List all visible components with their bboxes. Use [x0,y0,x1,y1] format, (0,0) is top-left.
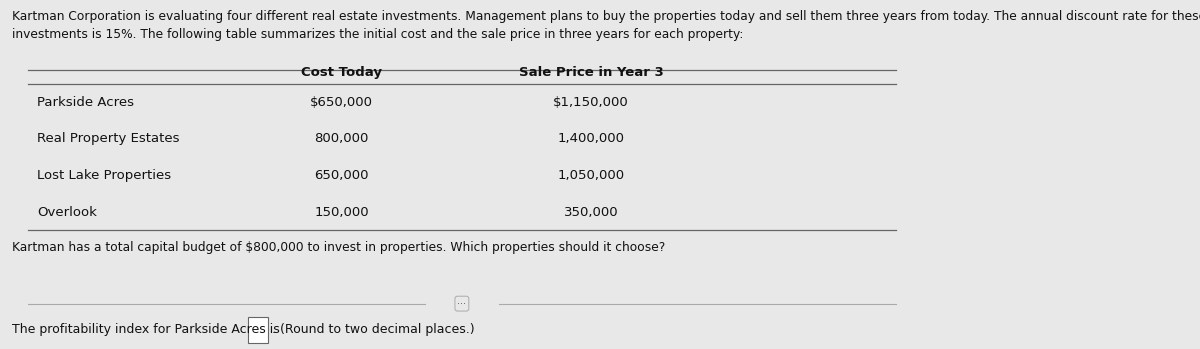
Text: 650,000: 650,000 [314,169,370,182]
Text: Kartman Corporation is evaluating four different real estate investments. Manage: Kartman Corporation is evaluating four d… [12,10,1200,41]
Text: The profitability index for Parkside Acres is: The profitability index for Parkside Acr… [12,323,280,336]
Text: 800,000: 800,000 [314,132,368,145]
Text: 350,000: 350,000 [564,206,618,218]
Text: $650,000: $650,000 [311,96,373,109]
Text: ···: ··· [457,299,467,309]
FancyBboxPatch shape [247,317,268,343]
Text: Lost Lake Properties: Lost Lake Properties [37,169,172,182]
Text: . (Round to two decimal places.): . (Round to two decimal places.) [271,323,474,336]
Text: Real Property Estates: Real Property Estates [37,132,180,145]
Text: Parkside Acres: Parkside Acres [37,96,134,109]
Text: $1,150,000: $1,150,000 [553,96,629,109]
Text: 1,400,000: 1,400,000 [558,132,625,145]
Text: Overlook: Overlook [37,206,97,218]
Text: 150,000: 150,000 [314,206,370,218]
Text: Sale Price in Year 3: Sale Price in Year 3 [518,66,664,79]
Text: 1,050,000: 1,050,000 [558,169,625,182]
Text: Kartman has a total capital budget of $800,000 to invest in properties. Which pr: Kartman has a total capital budget of $8… [12,241,665,254]
Text: Cost Today: Cost Today [301,66,383,79]
